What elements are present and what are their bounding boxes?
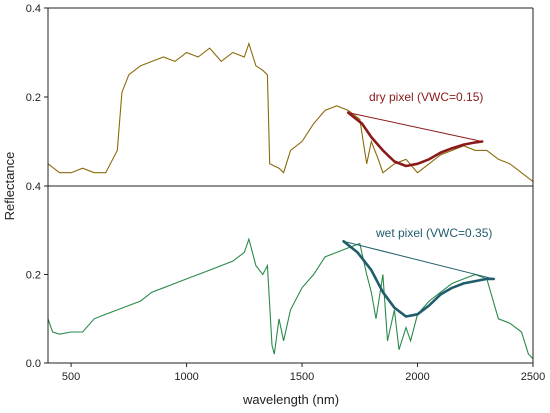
x-tick-label: 1000 <box>174 371 198 383</box>
x-tick-label: 2500 <box>521 371 545 383</box>
axis-layer: 0.2 0.4 0.0 0.2 0.4 500 1000 1500 2000 2500 <box>26 3 546 383</box>
plot-layer: dry pixel (VWC=0.15) wet pixel (VWC=0.35) <box>47 41 534 359</box>
top-hull-line <box>348 112 483 142</box>
bottom-fit-curve <box>342 240 496 318</box>
top-y-tick-label: 0.4 <box>26 3 41 15</box>
bottom-spectrum-line <box>47 237 534 359</box>
top-fit-curve <box>346 111 484 168</box>
bottom-y-tick-label: 0.0 <box>26 358 41 370</box>
x-tick-label: 1500 <box>290 371 314 383</box>
y-axis-title: Reflectance <box>2 152 17 221</box>
x-tick-label: 2000 <box>405 371 429 383</box>
bottom-hull-line <box>343 240 494 280</box>
bottom-y-tick-label: 0.2 <box>26 270 41 282</box>
bottom-annotation: wet pixel (VWC=0.35) <box>375 226 492 240</box>
top-y-tick-label: 0.2 <box>26 92 41 104</box>
top-annotation: dry pixel (VWC=0.15) <box>369 90 483 104</box>
x-axis-title: wavelength (nm) <box>242 392 339 407</box>
top-spectrum-line <box>47 41 534 183</box>
x-tick-label: 500 <box>62 371 80 383</box>
bottom-y-tick-label: 0.4 <box>26 181 41 193</box>
